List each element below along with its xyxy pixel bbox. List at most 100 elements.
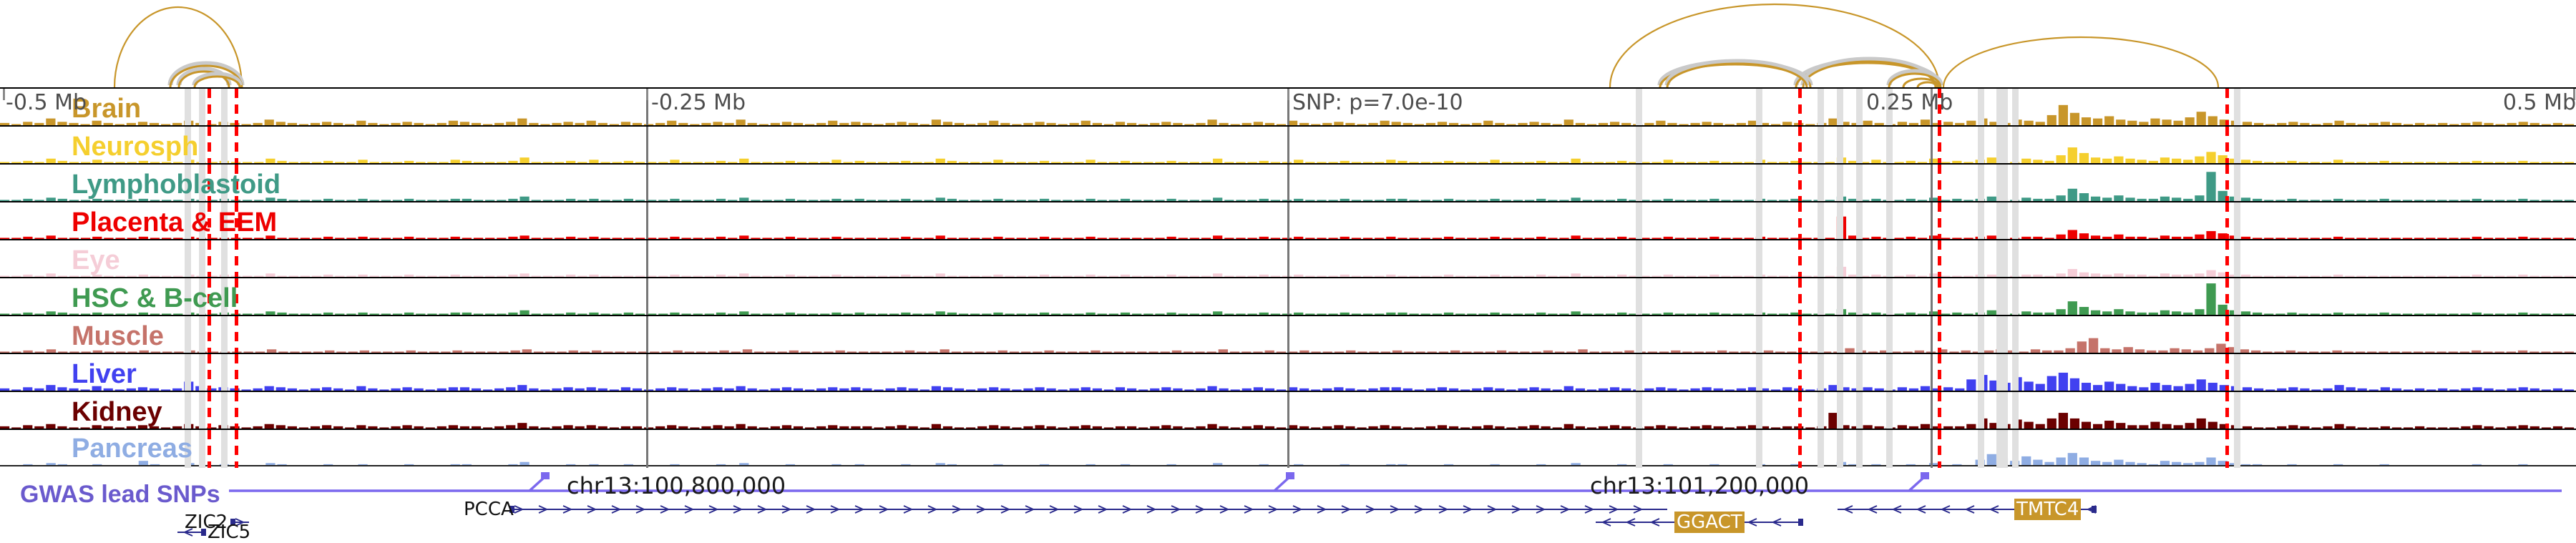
- interaction-arc-2[interactable]: [177, 70, 230, 87]
- signal-bar: [1605, 162, 1616, 163]
- signal-bar: [487, 351, 497, 353]
- signal-bar: [322, 425, 332, 429]
- signal-bar: [1501, 313, 1511, 315]
- signal-bar: [647, 162, 657, 163]
- signal-bar: [448, 387, 458, 391]
- gene-name-zic5[interactable]: ZIC5: [208, 522, 251, 543]
- signal-bar: [345, 427, 355, 429]
- signal-bar: [774, 238, 784, 239]
- signal-bar: [1046, 388, 1056, 391]
- interaction-arc-10[interactable]: [1902, 77, 1941, 87]
- signal-bar: [1709, 464, 1719, 465]
- signal-bar: [1455, 162, 1465, 163]
- signal-bar: [1173, 426, 1183, 429]
- signal-bar: [728, 238, 738, 239]
- signal-bar: [1759, 122, 1770, 125]
- signal-bar: [2564, 351, 2575, 353]
- signal-bar: [46, 273, 56, 277]
- signal-bar: [928, 351, 938, 353]
- signal-bar: [1524, 313, 1535, 315]
- signal-track-eye[interactable]: Eye: [0, 239, 2576, 278]
- signal-bar: [2185, 423, 2195, 429]
- signal-bar: [450, 160, 460, 163]
- signal-bar: [2090, 310, 2101, 315]
- signal-bar: [1443, 274, 1454, 277]
- signal-bar: [323, 160, 333, 163]
- signal-bar: [1270, 200, 1281, 201]
- signal-bar: [796, 162, 807, 163]
- signal-track-pancreas[interactable]: Pancreas: [0, 429, 2576, 468]
- signal-bar: [497, 162, 507, 163]
- signal-bar: [1462, 351, 1472, 353]
- signal-bar: [897, 425, 907, 429]
- interaction-arc-3[interactable]: [193, 75, 241, 87]
- signal-bar: [1478, 313, 1488, 315]
- signal-track-brain[interactable]: Brain: [0, 87, 2576, 127]
- signal-bar: [2021, 456, 2031, 465]
- signal-bar: [2275, 238, 2285, 239]
- signal-bar: [2356, 238, 2366, 239]
- signal-track-liver[interactable]: Liver: [0, 353, 2576, 392]
- signal-bar: [519, 273, 530, 277]
- gene-name-zic2[interactable]: ZIC2: [185, 512, 228, 533]
- signal-bar: [809, 200, 819, 201]
- signal-bar: [2449, 389, 2459, 391]
- interaction-arc-4[interactable]: [1609, 3, 1941, 87]
- signal-bar: [866, 275, 876, 277]
- signal-bar: [940, 349, 950, 353]
- signal-bar: [1074, 313, 1084, 315]
- signal-bar: [1449, 122, 1459, 125]
- signal-bar: [563, 387, 573, 391]
- signal-track-kidney[interactable]: Kidney: [0, 391, 2576, 430]
- signal-bar: [2219, 385, 2229, 391]
- signal-bar: [531, 313, 541, 315]
- signal-bar: [1005, 162, 1015, 163]
- signal-track-lymphoblastoid[interactable]: Lymphoblastoid: [0, 163, 2576, 202]
- signal-bar: [1317, 238, 1327, 239]
- signal-bar: [805, 124, 815, 125]
- signal-bar: [1552, 124, 1562, 125]
- signal-bar: [1074, 275, 1084, 277]
- signal-bar: [462, 198, 472, 201]
- signal-bar: [2021, 236, 2031, 239]
- signal-bar: [877, 275, 888, 277]
- interaction-arc-11[interactable]: [1916, 81, 1939, 87]
- signal-bar: [1085, 464, 1096, 465]
- signal-bar: [1166, 464, 1176, 465]
- signal-track-muscle[interactable]: Muscle: [0, 315, 2576, 354]
- signal-bar: [1467, 313, 1477, 315]
- signal-bar: [2379, 312, 2389, 315]
- signal-bar: [1845, 348, 1855, 353]
- interaction-arc-0[interactable]: [113, 6, 243, 87]
- gwas-snp-marker-1[interactable]: [1286, 472, 1294, 479]
- signal-bar: [2123, 347, 2133, 353]
- signal-bar: [2529, 162, 2540, 163]
- interaction-arc-9[interactable]: [1888, 72, 1942, 87]
- signal-bar: [2183, 312, 2193, 315]
- strand-arrow-icon: [1511, 505, 1522, 514]
- gwas-snp-marker-2[interactable]: [1921, 472, 1929, 479]
- signal-bar: [1617, 464, 1627, 465]
- signal-bar: [1724, 427, 1735, 429]
- signal-bar: [736, 119, 746, 125]
- interaction-arc-8[interactable]: [1666, 62, 1808, 87]
- signal-track-neurosph[interactable]: Neurosph: [0, 125, 2576, 165]
- gene-name-pcca[interactable]: PCCA: [464, 499, 514, 520]
- signal-track-hsc-b-cell[interactable]: HSC & B-cell: [0, 277, 2576, 316]
- signal-bar: [1495, 426, 1505, 429]
- gene-name-chip-ggact[interactable]: GGACT: [1674, 512, 1745, 533]
- signal-bar: [1016, 275, 1026, 277]
- signal-bar: [2044, 160, 2054, 163]
- signal-track-placenta-eem[interactable]: Placenta & EEM: [0, 201, 2576, 240]
- signal-bar: [1894, 313, 1904, 315]
- strand-arrow-icon: [976, 505, 987, 514]
- signal-bar: [1178, 313, 1188, 315]
- signal-bar: [2192, 350, 2203, 353]
- signal-bar: [901, 236, 911, 239]
- gwas-snp-marker-0[interactable]: [541, 472, 550, 479]
- interaction-arc-12[interactable]: [1942, 36, 2220, 87]
- gene-name-chip-tmtc4[interactable]: TMTC4: [2014, 499, 2082, 520]
- signal-bar: [904, 350, 915, 353]
- signal-bar: [2518, 425, 2528, 429]
- signal-bar: [540, 389, 550, 391]
